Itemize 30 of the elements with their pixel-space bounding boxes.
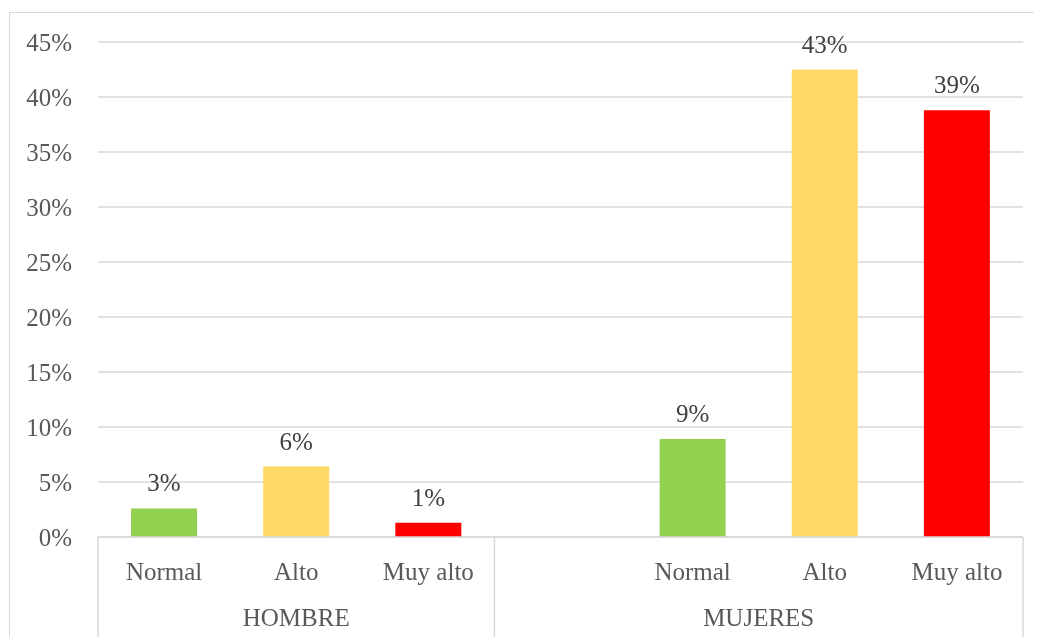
y-tick-label: 40% bbox=[26, 83, 72, 111]
x-tick-label: Normal bbox=[125, 557, 203, 585]
y-tick-label: 20% bbox=[26, 303, 72, 331]
y-tick-label: 25% bbox=[26, 248, 72, 276]
y-tick-label: 30% bbox=[26, 193, 72, 221]
bar bbox=[923, 110, 990, 537]
data-label: 43% bbox=[801, 30, 848, 58]
data-label: 1% bbox=[411, 483, 445, 511]
bar bbox=[791, 69, 858, 537]
y-tick-label: 15% bbox=[26, 358, 72, 386]
text: HOMBRE bbox=[242, 603, 350, 631]
bar bbox=[659, 439, 726, 537]
x-tick-label: Alto bbox=[802, 557, 848, 585]
x-tick-label: Normal bbox=[654, 557, 731, 585]
x-tick-label: Alto bbox=[273, 557, 319, 585]
data-label: 3% bbox=[147, 469, 181, 497]
text: MUJERES bbox=[703, 603, 815, 631]
x-tick-label: Muy alto bbox=[911, 557, 1003, 585]
bar bbox=[131, 508, 198, 537]
x-tick-label: Muy alto bbox=[382, 557, 474, 585]
y-tick-label: 0% bbox=[38, 523, 72, 551]
data-label: 6% bbox=[279, 427, 313, 455]
y-tick-label: 10% bbox=[26, 413, 72, 441]
data-label: 9% bbox=[675, 400, 710, 428]
data-label: 39% bbox=[933, 71, 980, 99]
bar bbox=[263, 466, 330, 537]
y-tick-label: 35% bbox=[26, 138, 72, 166]
y-tick-label: 45% bbox=[26, 28, 72, 56]
y-tick-label: 5% bbox=[38, 468, 72, 496]
bar bbox=[395, 522, 462, 537]
